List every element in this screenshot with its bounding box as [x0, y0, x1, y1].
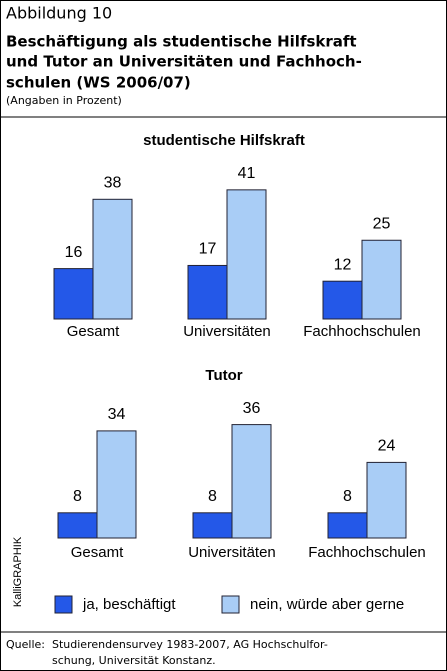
source-line: schung, Universität Konstanz.	[52, 654, 216, 667]
title-line: und Tutor an Universitäten und Fachhoch-	[6, 53, 362, 71]
category-label: Universitäten	[183, 323, 271, 340]
value-label: 25	[373, 215, 391, 232]
credit: KalliGRAPHIK	[12, 536, 24, 607]
bar	[192, 512, 233, 539]
bar	[96, 430, 137, 539]
bar	[366, 461, 407, 539]
value-label: 12	[334, 256, 352, 273]
value-label: 8	[73, 488, 82, 505]
bar	[92, 198, 133, 320]
category-label: Fachhochschulen	[303, 323, 421, 340]
value-label: 34	[108, 406, 126, 423]
bar	[53, 268, 94, 320]
chart-title: studentische Hilfskraft	[143, 132, 305, 149]
value-label: 8	[208, 488, 217, 505]
source-line: Studierendensurvey 1983-2007, AG Hochsch…	[52, 638, 328, 651]
value-label: 17	[199, 241, 217, 258]
chart-title: Tutor	[205, 367, 242, 384]
legend-swatch	[54, 595, 73, 614]
value-label: 24	[378, 438, 396, 455]
subtitle: (Angaben in Prozent)	[6, 94, 122, 107]
value-label: 36	[243, 400, 261, 417]
bar	[327, 512, 368, 539]
figure-label: Abbildung 10	[6, 4, 112, 23]
category-label: Universitäten	[188, 544, 276, 561]
value-label: 41	[238, 165, 256, 182]
legend-swatch	[221, 595, 240, 614]
category-label: Fachhochschulen	[308, 544, 426, 561]
legend-label: nein, würde aber gerne	[250, 596, 404, 613]
source-label: Quelle:	[6, 638, 45, 651]
title-line: schulen (WS 2006/07)	[6, 74, 191, 92]
bar	[187, 264, 228, 320]
bar	[231, 424, 272, 539]
title-line: Beschäftigung als studentische Hilfskraf…	[6, 33, 357, 51]
bar	[361, 239, 402, 320]
bar	[322, 280, 363, 320]
category-label: Gesamt	[71, 544, 124, 561]
category-label: Gesamt	[67, 323, 120, 340]
bar	[57, 512, 98, 539]
legend-label: ja, beschäftigt	[82, 596, 176, 613]
value-label: 16	[65, 244, 83, 261]
bar	[226, 189, 267, 320]
value-label: 8	[343, 488, 352, 505]
value-label: 38	[104, 175, 122, 192]
